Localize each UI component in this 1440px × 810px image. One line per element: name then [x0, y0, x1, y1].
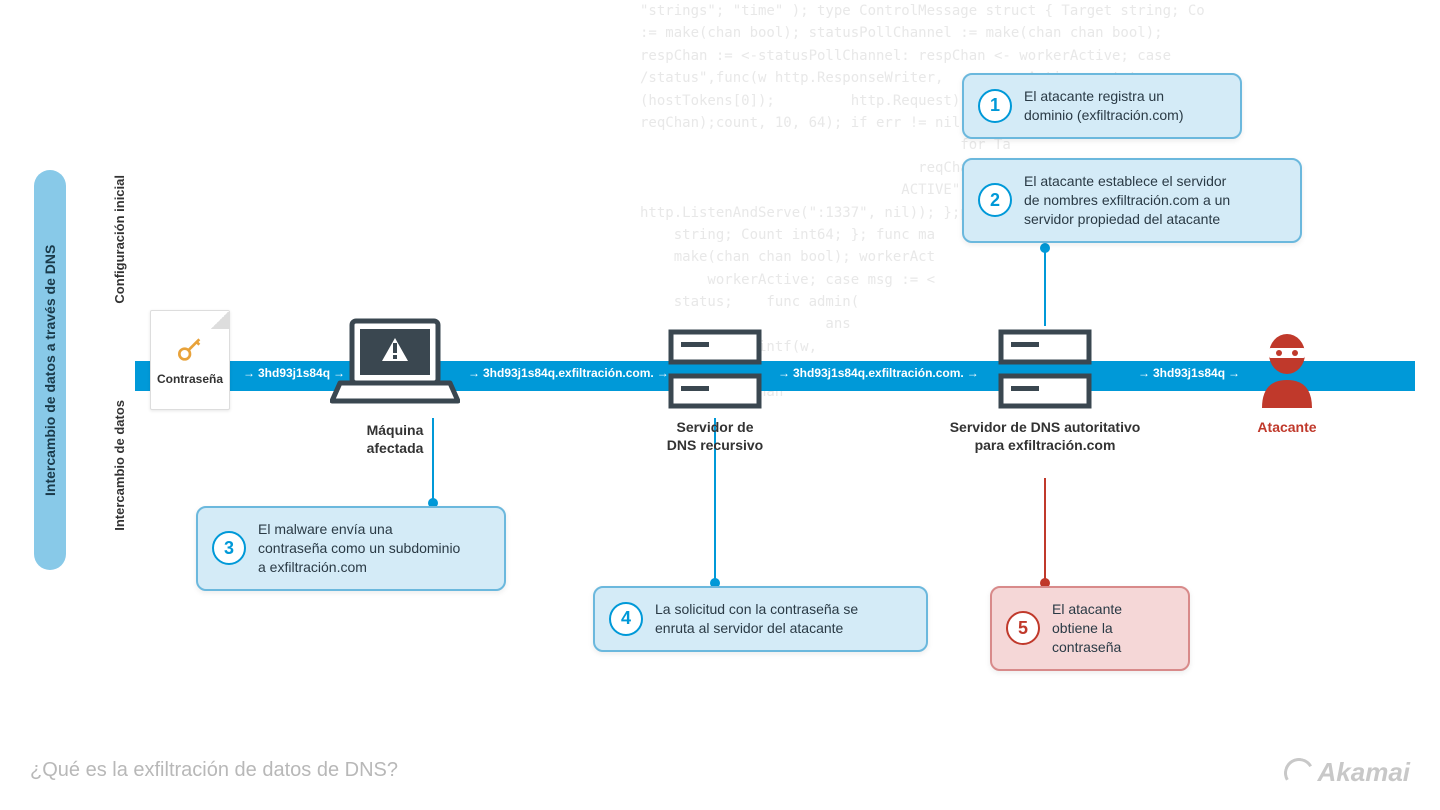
node-laptop: Máquina afectada	[330, 313, 460, 457]
dns-label: Servidor de DNS recursivo	[665, 418, 765, 454]
callout-4: 4 La solicitud con la contraseña se enru…	[593, 586, 928, 652]
attacker-label: Atacante	[1252, 418, 1322, 436]
sidebar-title: Intercambio de datos a través de DNS	[34, 170, 66, 570]
callout-text: El atacante registra un dominio (exfiltr…	[1024, 87, 1184, 125]
flow-seg-3: →3hd93j1s84q.exfiltración.com.→	[775, 366, 982, 380]
logo-wave-icon	[1280, 754, 1317, 791]
node-dns-recursive: Servidor de DNS recursivo	[665, 328, 765, 454]
laptop-icon	[330, 313, 460, 413]
callout-text: La solicitud con la contraseña se enruta…	[655, 600, 858, 638]
callout-num: 3	[212, 531, 246, 565]
callout-1: 1 El atacante registra un dominio (exfil…	[962, 73, 1242, 139]
password-document: Contraseña	[150, 310, 230, 410]
node-dns-auth: Servidor de DNS autoritativo para exfilt…	[995, 328, 1095, 454]
side-label-bottom: Intercambio de datos	[112, 400, 127, 531]
key-icon	[174, 334, 206, 366]
callout-num: 5	[1006, 611, 1040, 645]
attacker-icon	[1252, 330, 1322, 410]
footer-question: ¿Qué es la exfiltración de datos de DNS?	[30, 759, 398, 782]
sidebar: Intercambio de datos a través de DNS	[34, 170, 66, 570]
connector-2	[1044, 248, 1046, 326]
server-icon	[665, 328, 765, 410]
doc-label: Contraseña	[157, 372, 223, 386]
node-attacker: Atacante	[1252, 330, 1322, 436]
callout-text: El atacante obtiene la contraseña	[1052, 600, 1122, 657]
callout-5: 5 El atacante obtiene la contraseña	[990, 586, 1190, 671]
callout-3: 3 El malware envía una contraseña como u…	[196, 506, 506, 591]
callout-2: 2 El atacante establece el servidor de n…	[962, 158, 1302, 243]
connector-5	[1044, 478, 1046, 583]
laptop-label: Máquina afectada	[330, 421, 460, 457]
callout-text: El atacante establece el servidor de nom…	[1024, 172, 1230, 229]
logo-text: Akamai	[1318, 757, 1411, 788]
callout-text: El malware envía una contraseña como un …	[258, 520, 460, 577]
callout-num: 1	[978, 89, 1012, 123]
flow-seg-4: →3hd93j1s84q→	[1135, 366, 1243, 380]
callout-num: 4	[609, 602, 643, 636]
side-label-top: Configuración inicial	[112, 175, 127, 304]
callout-num: 2	[978, 183, 1012, 217]
server-icon	[995, 328, 1095, 410]
flow-seg-2: →3hd93j1s84q.exfiltración.com.→	[465, 366, 672, 380]
auth-label: Servidor de DNS autoritativo para exfilt…	[935, 418, 1155, 454]
akamai-logo: Akamai	[1284, 757, 1411, 788]
